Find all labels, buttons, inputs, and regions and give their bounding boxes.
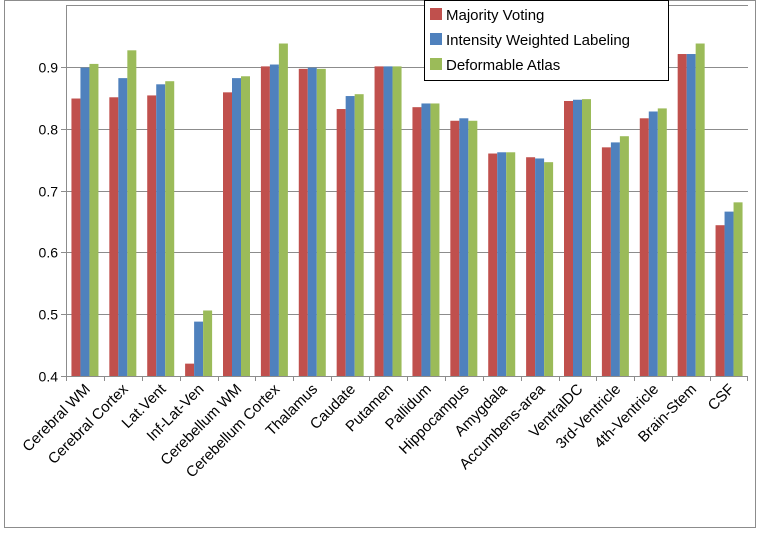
legend-label: Deformable Atlas [446,57,560,74]
bar [677,54,687,376]
bar [695,43,705,377]
bar [269,64,279,376]
bar [118,78,128,377]
bar [544,162,554,376]
bar [619,136,629,376]
bar [109,97,119,377]
y-tick-label: 0.7 [39,184,59,200]
bar [203,310,213,376]
bar [459,118,469,376]
y-tick-label: 0.9 [39,60,59,76]
bar [354,94,364,376]
legend-swatch [430,8,442,20]
bar [610,142,620,376]
bar [89,63,99,376]
bar [383,66,393,376]
bar [506,152,516,376]
bar [127,50,137,377]
y-tick-labels: 0.4 0.5 0.6 0.7 0.8 0.9 [39,60,59,385]
bar [185,363,195,376]
bar [147,95,157,376]
legend: Majority Voting Intensity Weighted Labeli… [424,0,669,81]
bar [316,68,326,376]
bar [497,152,507,376]
bar [80,67,90,377]
bar [298,68,308,376]
legend-label: Majority Voting [446,7,544,24]
bar [564,100,573,377]
bar [526,157,536,376]
bar [733,202,743,376]
bar [601,147,611,376]
bar [430,103,440,376]
bar [156,84,166,376]
bar [223,92,232,376]
bar [232,78,241,377]
bar [715,225,725,376]
bar [450,120,460,377]
bar [71,98,81,376]
bar [488,153,498,376]
bar [724,211,734,376]
bar [336,109,346,377]
bar [241,76,250,377]
axes [61,5,748,381]
bar [468,120,478,377]
bar [307,67,317,377]
bar [345,96,355,377]
y-tick-label: 0.8 [39,122,59,138]
legend-box [424,0,669,81]
bar [686,54,696,376]
y-tick-label: 0.6 [39,245,59,261]
bar [421,103,431,376]
bars [71,43,743,377]
legend-label: Intensity Weighted Labeling [446,32,630,49]
x-category-label: CSF [705,381,738,414]
bar [657,108,667,376]
bar [392,66,402,376]
bar [194,321,204,376]
bar [412,107,422,377]
y-tick-label: 0.5 [39,307,59,323]
bar [260,66,270,376]
bar [374,66,384,376]
bar [278,43,288,377]
bar [535,158,545,376]
bar [573,99,582,376]
bar [639,118,649,376]
bar [165,81,175,377]
legend-swatch [430,33,442,45]
y-tick-label: 0.4 [39,369,59,385]
bar [648,111,658,376]
legend-swatch [430,58,442,70]
bar [582,99,591,377]
